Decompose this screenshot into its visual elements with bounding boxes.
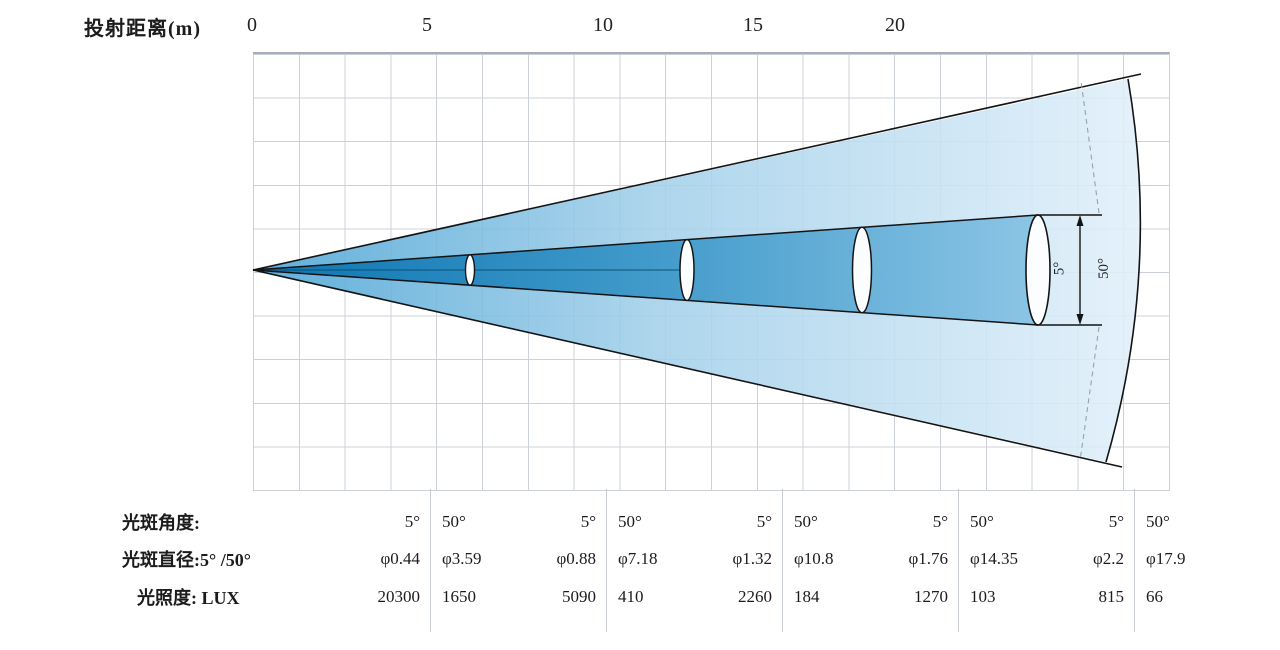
cell-dia-narrow-g0: φ0.44 [380, 548, 420, 568]
cell-angle-wide-g2: 50° [794, 512, 818, 531]
axis-tick-5: 5 [422, 14, 432, 36]
row-label-diameter: 光斑直径:5° /50° [122, 549, 251, 570]
cell-angle-wide-g1: 50° [618, 512, 642, 531]
cell-dia-narrow-g1: φ0.88 [556, 548, 596, 568]
cell-dia-wide-g3: φ14.35 [970, 548, 1019, 568]
lens-ellipse-1 [464, 254, 476, 286]
axis-tick-15: 15 [743, 14, 763, 36]
cell-lux-wide-g2: 184 [794, 587, 820, 606]
wide-angle-label: 50° [1096, 258, 1112, 279]
dim-arrowhead-up [1076, 215, 1084, 226]
cell-lux-wide-g4: 66 [1146, 587, 1163, 606]
cell-angle-wide-g4: 50° [1146, 512, 1170, 531]
row-label-illuminance: 光照度: LUX [137, 588, 240, 608]
table-separator-5 [1134, 489, 1135, 632]
cell-dia-narrow-g2: φ1.32 [732, 548, 772, 568]
cell-angle-narrow-g2: 5° [756, 512, 772, 531]
wide-angle-arc [1105, 78, 1142, 463]
cell-lux-narrow-g0: 20300 [377, 587, 421, 606]
table-separator-4 [958, 489, 959, 632]
narrow-cone-top-edge [252, 214, 1039, 271]
dashed-construction-bottom [1079, 326, 1100, 462]
lens-ellipse-3 [851, 226, 873, 314]
axis-tick-10: 10 [593, 14, 613, 36]
wide-cone-top-edge [252, 73, 1142, 271]
cell-angle-narrow-g3: 5° [932, 512, 948, 531]
table-separator-1 [430, 489, 431, 632]
cell-lux-narrow-g1: 5090 [562, 587, 596, 606]
cell-lux-narrow-g4: 815 [1098, 587, 1125, 606]
wide-cone-bottom-edge [252, 269, 1123, 468]
table-separator-3 [782, 489, 783, 632]
axis-title: 投射距离(m) [84, 18, 201, 40]
cell-lux-wide-g1: 410 [618, 587, 644, 606]
cell-dia-wide-g1: φ7.18 [618, 548, 658, 568]
lens-ellipse-2 [679, 238, 695, 302]
cell-dia-wide-g4: φ17.9 [1146, 548, 1186, 568]
row-label-angle: 光斑角度: [122, 513, 200, 533]
cell-angle-wide-g0: 50° [442, 512, 466, 531]
table-separator-2 [606, 489, 607, 632]
cell-dia-wide-g0: φ3.59 [442, 548, 482, 568]
photometric-table: 光斑角度: 5° 50° 5° 50° 5° 50° 5° 50° 5° 50°… [0, 505, 1224, 616]
lens-ellipse-4 [1025, 214, 1051, 326]
dashed-construction-top [1080, 80, 1100, 214]
cell-lux-wide-g3: 103 [970, 587, 996, 606]
cell-angle-narrow-g0: 5° [404, 512, 420, 531]
cell-angle-narrow-g1: 5° [580, 512, 596, 531]
cell-dia-wide-g2: φ10.8 [794, 548, 834, 568]
cell-lux-wide-g0: 1650 [442, 587, 476, 606]
axis-tick-0: 0 [247, 14, 257, 36]
narrow-angle-label: 5° [1051, 261, 1068, 276]
cell-dia-narrow-g4: φ2.2 [1092, 548, 1124, 568]
narrow-cone-bottom-edge [252, 269, 1039, 326]
cell-dia-narrow-g3: φ1.76 [908, 548, 948, 568]
cell-lux-narrow-g2: 2260 [738, 587, 772, 606]
cell-angle-narrow-g4: 5° [1108, 512, 1124, 531]
cell-lux-narrow-g3: 1270 [914, 587, 948, 606]
dim-arrowhead-down [1076, 314, 1084, 325]
cell-angle-wide-g3: 50° [970, 512, 994, 531]
axis-tick-20: 20 [885, 14, 905, 36]
